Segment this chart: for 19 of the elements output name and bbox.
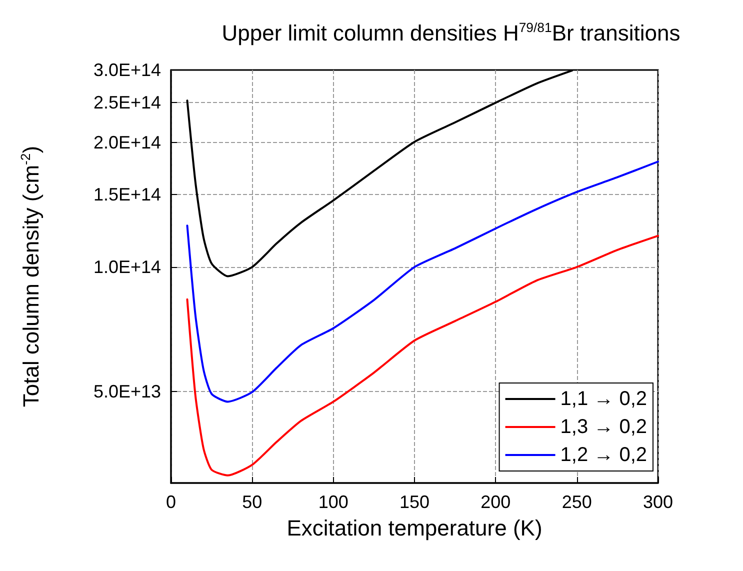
y-tick-label: 3.0E+14	[93, 60, 161, 80]
legend-label: 1,2 → 0,2	[560, 444, 647, 466]
line-series	[186, 234, 659, 476]
y-axis-title: Total column density (cm-2)	[18, 146, 44, 408]
x-tick-label: 50	[242, 492, 262, 512]
x-tick-label: 250	[562, 492, 592, 512]
y-tick-label: 1.0E+14	[93, 257, 161, 278]
x-tick-label: 300	[642, 492, 674, 512]
x-tick-label: 200	[480, 492, 511, 512]
y-tick-label: 2.0E+14	[93, 132, 161, 153]
legend-label: 1,1 → 0,2	[560, 388, 647, 410]
y-tick-label: 5.0E+13	[93, 381, 161, 402]
x-tick-label: 0	[166, 492, 176, 512]
x-tick-label: 150	[399, 492, 430, 512]
y-tick-label: 2.5E+14	[93, 92, 161, 113]
legend-label: 1,3 → 0,2	[560, 416, 647, 438]
x-tick-label: 100	[318, 492, 348, 512]
x-axis-title: Excitation temperature (K)	[286, 516, 542, 540]
y-tick-label: 1.5E+14	[93, 184, 161, 204]
